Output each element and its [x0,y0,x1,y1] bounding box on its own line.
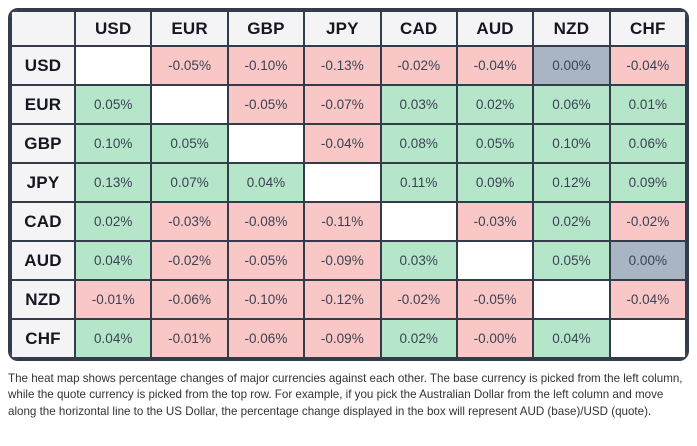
heatmap-row-eur: EUR 0.05% -0.05% -0.07% 0.03% 0.02% 0.06% 0.01% [10,84,687,125]
cell-cad-gbp: -0.08% [226,201,306,242]
col-header-chf: CHF [608,10,687,47]
cell-eur-aud: 0.02% [455,84,535,125]
cell-jpy-usd: 0.13% [73,162,153,203]
cell-aud-usd: 0.04% [73,240,153,281]
cell-jpy-aud: 0.09% [455,162,535,203]
col-header-gbp: GBP [226,10,306,47]
heatmap-row-usd: USD -0.05% -0.10% -0.13% -0.02% -0.04% 0.00% -0… [10,45,687,86]
cell-jpy-gbp: 0.04% [226,162,306,203]
cell-usd-nzd: 0.00% [532,45,611,86]
cell-gbp-cad: 0.08% [379,123,458,164]
cell-chf-chf [608,318,687,359]
cell-jpy-chf: 0.09% [608,162,687,203]
heatmap-row-chf: CHF 0.04% -0.01% -0.06% -0.09% 0.02% -0.00% 0.0… [10,318,687,359]
cell-chf-jpy: -0.09% [303,318,382,359]
row-header-nzd: NZD [10,279,76,320]
row-header-jpy: JPY [10,162,76,203]
cell-cad-usd: 0.02% [73,201,153,242]
cell-nzd-chf: -0.04% [608,279,687,320]
heatmap-row-gbp: GBP 0.10% 0.05% -0.04% 0.08% 0.05% 0.10% 0.06% [10,123,687,164]
cell-eur-gbp: -0.05% [226,84,306,125]
cell-eur-chf: 0.01% [608,84,687,125]
heatmap-row-jpy: JPY 0.13% 0.07% 0.04% 0.11% 0.09% 0.12% 0.09% [10,162,687,203]
cell-eur-eur [150,84,229,125]
cell-eur-usd: 0.05% [73,84,153,125]
cell-gbp-eur: 0.05% [150,123,229,164]
cell-nzd-eur: -0.06% [150,279,229,320]
cell-usd-usd [73,45,153,86]
cell-nzd-nzd [532,279,611,320]
cell-nzd-gbp: -0.10% [226,279,306,320]
heatmap-caption: The heat map shows percentage changes of… [8,372,683,418]
cell-jpy-nzd: 0.12% [532,162,611,203]
cell-aud-chf: 0.00% [608,240,687,281]
cell-cad-cad [379,201,458,242]
cell-chf-cad: 0.02% [379,318,458,359]
col-header-nzd: NZD [532,10,611,47]
cell-cad-eur: -0.03% [150,201,229,242]
cell-eur-nzd: 0.06% [532,84,611,125]
row-header-usd: USD [10,45,76,86]
col-header-usd: USD [73,10,153,47]
heatmap-body: USD -0.05% -0.10% -0.13% -0.02% -0.04% 0.00% -0… [10,45,687,359]
cell-chf-usd: 0.04% [73,318,153,359]
cell-chf-eur: -0.01% [150,318,229,359]
cell-cad-aud: -0.03% [455,201,535,242]
cell-aud-aud [455,240,535,281]
row-header-aud: AUD [10,240,76,281]
cell-gbp-usd: 0.10% [73,123,153,164]
cell-usd-chf: -0.04% [608,45,687,86]
cell-usd-gbp: -0.10% [226,45,306,86]
cell-nzd-jpy: -0.12% [303,279,382,320]
cell-eur-jpy: -0.07% [303,84,382,125]
cell-gbp-aud: 0.05% [455,123,535,164]
cell-usd-eur: -0.05% [150,45,229,86]
col-header-cad: CAD [379,10,458,47]
cell-eur-cad: 0.03% [379,84,458,125]
row-header-gbp: GBP [10,123,76,164]
col-header-eur: EUR [150,10,229,47]
corner-cell [10,10,76,47]
currency-heatmap: USD EUR GBP JPY CAD AUD NZD CHF USD -0.05% -0.10%… [8,8,689,361]
cell-cad-jpy: -0.11% [303,201,382,242]
row-header-cad: CAD [10,201,76,242]
cell-gbp-nzd: 0.10% [532,123,611,164]
cell-nzd-aud: -0.05% [455,279,535,320]
cell-usd-aud: -0.04% [455,45,535,86]
row-header-chf: CHF [10,318,76,359]
cell-nzd-cad: -0.02% [379,279,458,320]
cell-aud-nzd: 0.05% [532,240,611,281]
cell-gbp-jpy: -0.04% [303,123,382,164]
cell-chf-gbp: -0.06% [226,318,306,359]
cell-aud-cad: 0.03% [379,240,458,281]
cell-gbp-chf: 0.06% [608,123,687,164]
heatmap-row-nzd: NZD -0.01% -0.06% -0.10% -0.12% -0.02% -0.05% -… [10,279,687,320]
cell-nzd-usd: -0.01% [73,279,153,320]
cell-cad-chf: -0.02% [608,201,687,242]
cell-jpy-jpy [303,162,382,203]
currency-heatmap-table: USD EUR GBP JPY CAD AUD NZD CHF USD -0.05% -0.10%… [10,10,687,359]
cell-jpy-cad: 0.11% [379,162,458,203]
col-header-aud: AUD [455,10,535,47]
cell-usd-cad: -0.02% [379,45,458,86]
row-header-eur: EUR [10,84,76,125]
cell-aud-jpy: -0.09% [303,240,382,281]
cell-usd-jpy: -0.13% [303,45,382,86]
heatmap-row-cad: CAD 0.02% -0.03% -0.08% -0.11% -0.03% 0.02% -0.… [10,201,687,242]
col-header-jpy: JPY [303,10,382,47]
heatmap-row-aud: AUD 0.04% -0.02% -0.05% -0.09% 0.03% 0.05% 0.00… [10,240,687,281]
cell-chf-aud: -0.00% [455,318,535,359]
cell-aud-gbp: -0.05% [226,240,306,281]
cell-aud-eur: -0.02% [150,240,229,281]
cell-chf-nzd: 0.04% [532,318,611,359]
cell-cad-nzd: 0.02% [532,201,611,242]
cell-jpy-eur: 0.07% [150,162,229,203]
heatmap-header-row: USD EUR GBP JPY CAD AUD NZD CHF [10,10,687,47]
cell-gbp-gbp [226,123,306,164]
